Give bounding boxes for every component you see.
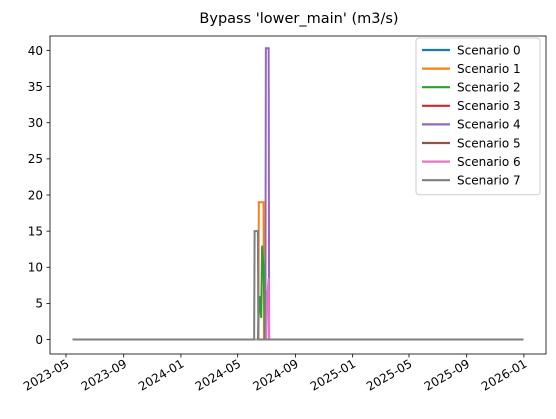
y-tick-label: 10 xyxy=(28,261,43,275)
legend-label: Scenario 4 xyxy=(457,118,521,132)
legend-label: Scenario 2 xyxy=(457,81,521,95)
y-tick-label: 15 xyxy=(28,224,43,238)
legend-box xyxy=(415,37,541,196)
legend-label: Scenario 6 xyxy=(457,155,521,169)
y-tick-label: 40 xyxy=(28,44,43,58)
y-tick-label: 0 xyxy=(35,333,43,347)
legend-label: Scenario 3 xyxy=(457,99,521,113)
y-tick-label: 25 xyxy=(28,152,43,166)
series-line-7 xyxy=(72,230,524,341)
series-layer xyxy=(72,47,524,341)
legend: Scenario 0 Scenario 1 Scenario 2 Scenario 3… xyxy=(415,37,541,196)
y-tick-label: 20 xyxy=(28,188,43,202)
chart-title: Bypass 'lower_main' (m3/s) xyxy=(199,11,398,27)
y-tick-label: 35 xyxy=(28,80,43,94)
legend-label: Scenario 0 xyxy=(457,43,521,57)
legend-label: Scenario 5 xyxy=(457,136,521,150)
y-tick-label: 30 xyxy=(28,116,43,130)
y-tick-label: 5 xyxy=(35,297,43,311)
legend-label: Scenario 7 xyxy=(457,174,521,188)
legend-label: Scenario 1 xyxy=(457,62,521,76)
